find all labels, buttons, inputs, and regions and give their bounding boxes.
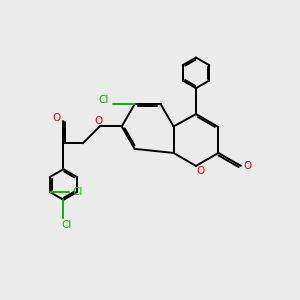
Text: O: O	[196, 166, 205, 176]
Text: Cl: Cl	[61, 220, 72, 230]
Text: O: O	[53, 113, 61, 123]
Text: Cl: Cl	[99, 95, 109, 106]
Text: O: O	[94, 116, 102, 126]
Text: Cl: Cl	[73, 187, 83, 197]
Text: O: O	[243, 161, 251, 171]
